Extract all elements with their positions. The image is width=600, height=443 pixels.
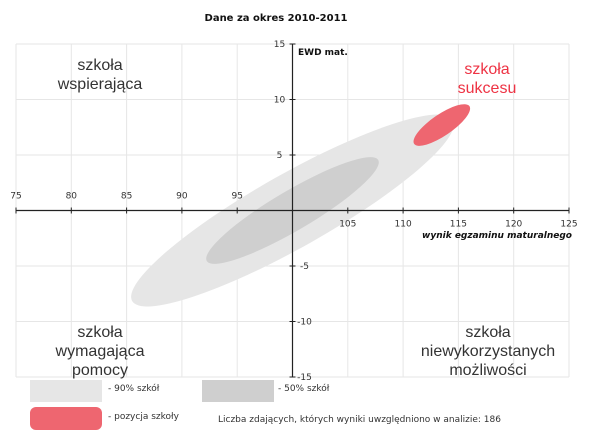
quadrant-label-bottom-left: szkoła wymagająca pomocy <box>55 324 145 379</box>
x-tick-label: 105 <box>339 220 356 230</box>
x-tick-label: 80 <box>66 192 78 202</box>
y-tick-label: -10 <box>297 318 312 328</box>
chart-title: Dane za okres 2010-2011 <box>205 13 348 24</box>
x-tick-label: 125 <box>560 220 577 230</box>
y-tick-label: -5 <box>300 262 309 272</box>
legend-label-school: - pozycja szkoły <box>108 412 179 422</box>
legend-label-90: - 90% szkół <box>108 384 160 394</box>
quadrant-label-top-right: szkoła sukcesu <box>457 61 517 97</box>
x-tick-label: 95 <box>231 192 242 202</box>
legend-swatch-school <box>30 407 102 430</box>
x-tick-label: 90 <box>176 192 188 202</box>
y-axis-label: EWD mat. <box>298 48 348 58</box>
region-school-position <box>413 104 471 146</box>
note-text: Liczba zdających, których wyniki uwzględ… <box>218 414 501 425</box>
y-tick-label: 10 <box>274 96 286 106</box>
x-tick-label: 85 <box>121 192 132 202</box>
legend-swatch-50 <box>202 380 274 402</box>
x-tick-label: 110 <box>395 220 412 230</box>
x-tick-label: 115 <box>450 220 467 230</box>
y-tick-label: 5 <box>277 151 283 161</box>
legend-swatch-90 <box>30 380 102 402</box>
quadrant-label-top-left: szkoła wspierająca <box>57 57 143 93</box>
quadrant-label-bottom-right: szkoła niewykorzystanych możliwości <box>420 324 556 379</box>
x-axis-label: wynik egzaminu maturalnego <box>422 231 572 241</box>
legend-label-50: - 50% szkół <box>278 384 330 394</box>
x-tick-label: 75 <box>10 192 21 202</box>
y-tick-label: -15 <box>297 373 312 383</box>
x-tick-label: 120 <box>505 220 522 230</box>
y-tick-label: 15 <box>274 40 285 50</box>
